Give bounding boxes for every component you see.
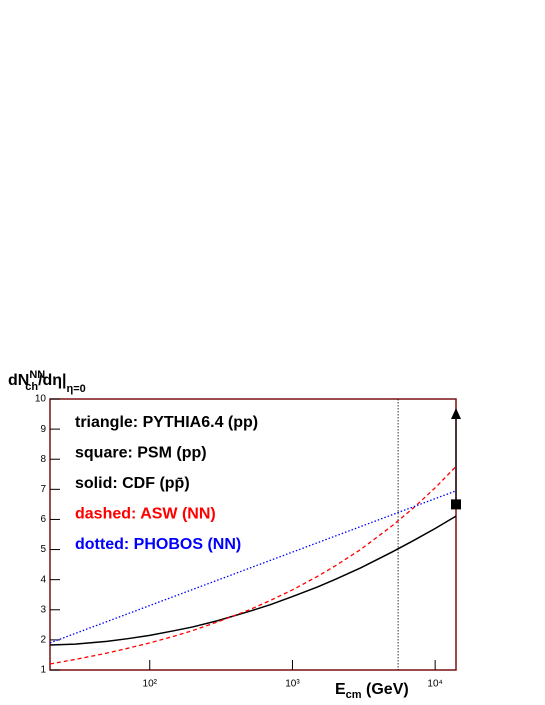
y-tick-label: 6	[40, 514, 46, 525]
triangle-marker	[451, 408, 461, 420]
legend-entry: square: PSM (pp)	[75, 445, 207, 462]
y-label-part: /dη|	[38, 372, 66, 389]
curve	[49, 465, 457, 665]
x-label-part: (GeV)	[362, 681, 409, 698]
y-tick-label: 8	[40, 454, 46, 465]
x-tick-label: 10³	[285, 679, 300, 690]
y-tick-label: 1	[40, 665, 46, 676]
y-tick-label: 3	[40, 604, 46, 615]
x-axis-title: Ecm (GeV)	[335, 681, 409, 701]
y-axis-title: dNNN ch/dη|η=0	[8, 369, 86, 395]
y-tick-label: 5	[40, 544, 46, 555]
curve	[49, 490, 457, 644]
y-tick-label: 4	[40, 574, 46, 585]
y-label-sub: ch	[25, 381, 38, 393]
legend-entry: dashed: ASW (NN)	[75, 506, 216, 523]
y-tick-label: 2	[40, 635, 46, 646]
y-label-sup: NN	[29, 369, 45, 381]
x-tick-label: 10²	[143, 679, 158, 690]
legend-entry: dotted: PHOBOS (NN)	[75, 536, 241, 553]
curve	[49, 515, 457, 646]
x-label-sub: cm	[346, 689, 362, 701]
x-label-part: E	[335, 681, 346, 698]
y-tick-label: 9	[40, 424, 46, 435]
y-tick-label: 7	[40, 484, 46, 495]
y-label-sub: η=0	[67, 383, 86, 395]
x-tick-label: 10⁴	[427, 679, 442, 690]
legend-entry: solid: CDF (pp̄)	[75, 475, 190, 492]
y-label-part: dN	[8, 372, 29, 389]
legend-entry: triangle: PYTHIA6.4 (pp)	[75, 414, 258, 431]
y-tick-label: 10	[35, 394, 47, 405]
plot-frame	[49, 398, 457, 671]
